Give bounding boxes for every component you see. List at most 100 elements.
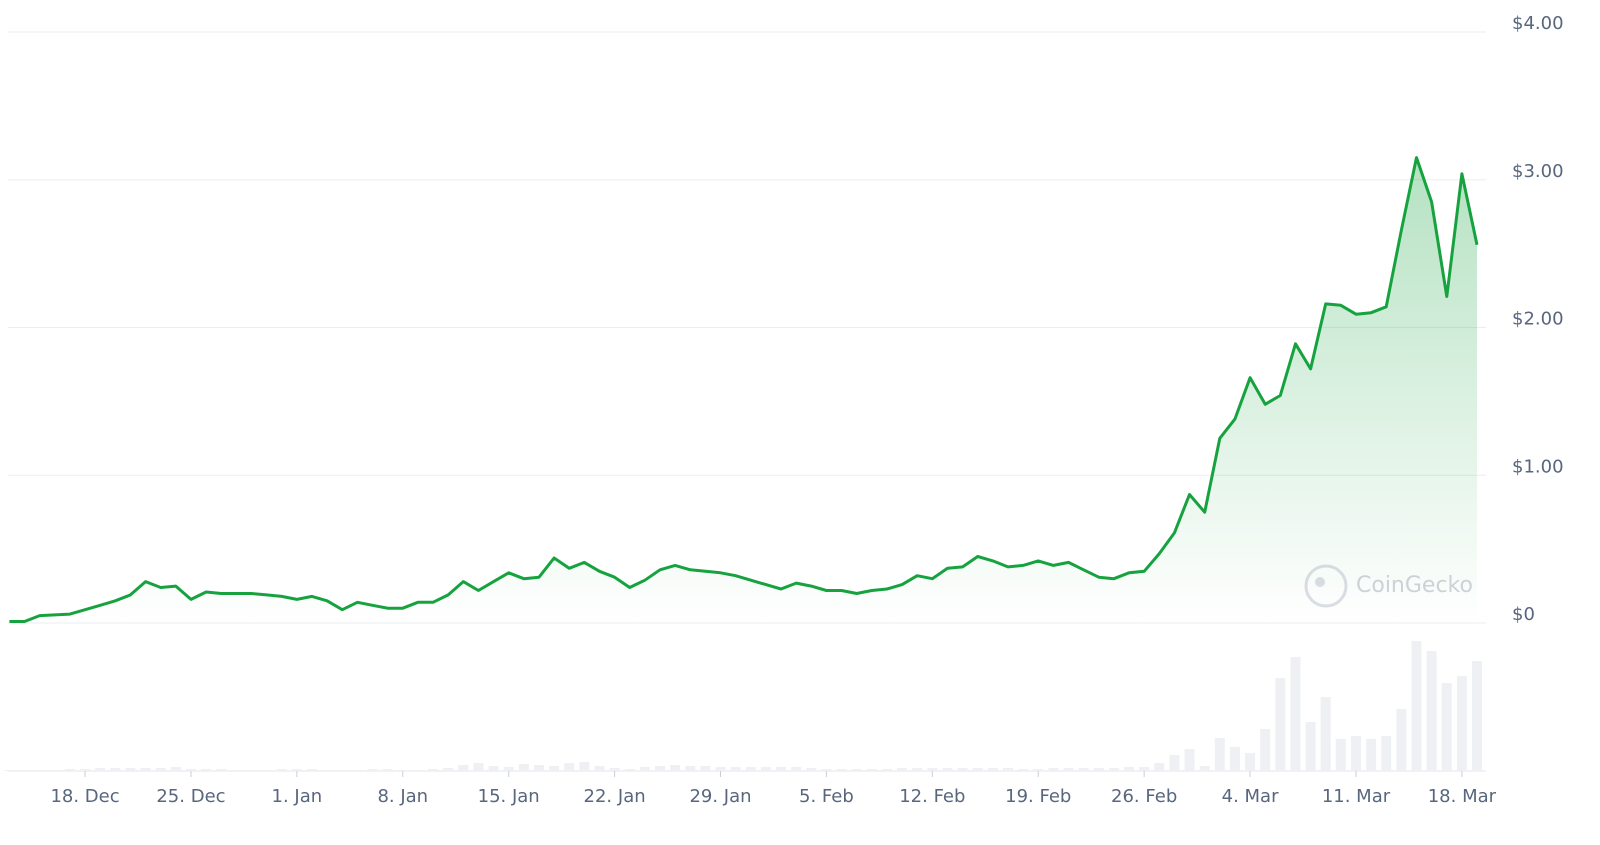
volume-bar <box>866 769 877 771</box>
y-tick-label: $2.00 <box>1512 309 1564 330</box>
volume-bar <box>806 768 817 771</box>
volume-bar <box>1078 768 1089 771</box>
volume-bar <box>1260 729 1271 771</box>
volume-bar <box>1048 768 1059 771</box>
x-tick-label: 22. Jan <box>584 786 646 807</box>
volume-bar <box>836 769 847 771</box>
volume-bar <box>987 768 998 771</box>
volume-bar <box>246 770 257 771</box>
volume-bar <box>972 768 983 771</box>
volume-bar <box>488 766 499 771</box>
volume-bar <box>185 769 196 771</box>
volume-bar <box>201 769 212 771</box>
volume-bar <box>927 768 938 771</box>
volume-bar <box>942 768 953 771</box>
volume-bar <box>1441 683 1452 771</box>
volume-bar <box>1199 766 1210 771</box>
volume-bar <box>549 766 560 771</box>
volume-bar <box>1093 768 1104 771</box>
volume-bar <box>34 770 45 771</box>
volume-bar <box>685 766 696 771</box>
volume-bar <box>473 763 484 771</box>
volume-bar <box>912 768 923 771</box>
y-tick-label: $4.00 <box>1512 13 1564 34</box>
volume-bar <box>1154 763 1165 771</box>
volume-bar <box>776 767 787 771</box>
x-tick-label: 26. Feb <box>1111 786 1177 807</box>
volume-bar <box>1396 709 1407 771</box>
volume-bar <box>352 770 363 771</box>
volume-bar <box>397 770 408 771</box>
watermark: CoinGecko <box>1304 564 1473 608</box>
volume-bar <box>1169 755 1180 771</box>
volume-bar <box>609 768 620 771</box>
volume-bar <box>155 768 166 771</box>
x-tick-label: 1. Jan <box>272 786 323 807</box>
x-tick-label: 5. Feb <box>799 786 854 807</box>
volume-bar <box>1456 676 1467 771</box>
volume-bar <box>1184 749 1195 771</box>
volume-bar <box>428 769 439 771</box>
volume-bar <box>730 767 741 771</box>
volume-bar <box>503 767 514 771</box>
volume-bar <box>261 770 272 771</box>
x-tick-label: 18. Dec <box>50 786 119 807</box>
price-area <box>9 157 1478 623</box>
volume-bar <box>594 766 605 771</box>
volume-bar <box>1366 739 1377 771</box>
volume-bar <box>95 768 106 771</box>
volume-bar <box>1350 736 1361 771</box>
volume-bar <box>1381 736 1392 771</box>
volume-bar <box>670 765 681 771</box>
volume-bar <box>851 769 862 771</box>
volume-bar <box>1214 738 1225 771</box>
y-tick-label: $0 <box>1512 604 1535 625</box>
volume-bar <box>654 766 665 771</box>
x-tick-label: 15. Jan <box>478 786 540 807</box>
volume-bar <box>881 769 892 771</box>
volume-bar <box>1033 769 1044 771</box>
volume-bar <box>1290 657 1301 771</box>
volume-bar <box>337 770 348 771</box>
volume-bar <box>4 770 15 771</box>
volume-bar <box>49 770 60 771</box>
volume-bar <box>624 769 635 771</box>
volume-bar <box>957 768 968 771</box>
volume-bar <box>382 769 393 771</box>
price-line <box>9 156 1479 623</box>
volume-bar <box>745 767 756 771</box>
x-tick-label: 4. Mar <box>1222 786 1279 807</box>
volume-bar <box>216 769 227 771</box>
x-tick-label: 18. Mar <box>1428 786 1497 807</box>
volume-bar <box>1426 651 1437 771</box>
volume-bar <box>322 770 333 771</box>
volume-bar <box>1229 747 1240 771</box>
volume-bar <box>1063 768 1074 771</box>
volume-bar <box>458 765 469 771</box>
volume-bar <box>125 768 136 771</box>
volume-bar <box>533 765 544 771</box>
volume-bar <box>564 763 575 771</box>
volume-bar <box>1472 661 1483 771</box>
volume-bar <box>1245 753 1256 771</box>
volume-bar <box>897 768 908 771</box>
volume-bar <box>291 769 302 771</box>
volume-bar <box>170 767 181 771</box>
volume-bar <box>1335 739 1346 771</box>
volume-bar <box>80 769 91 771</box>
volume-bar <box>579 762 590 771</box>
volume-bar <box>791 767 802 771</box>
volume-bar <box>1124 767 1135 771</box>
volume-bar <box>367 769 378 771</box>
x-tick-label: 29. Jan <box>689 786 751 807</box>
watermark-text: CoinGecko <box>1356 573 1473 598</box>
y-tick-label: $3.00 <box>1512 161 1564 182</box>
x-tick-label: 8. Jan <box>377 786 428 807</box>
volume-bar <box>821 769 832 771</box>
volume-bar <box>1002 768 1013 771</box>
volume-bar <box>412 770 423 771</box>
volume-bar <box>307 769 317 771</box>
volume-bar <box>1320 697 1331 771</box>
